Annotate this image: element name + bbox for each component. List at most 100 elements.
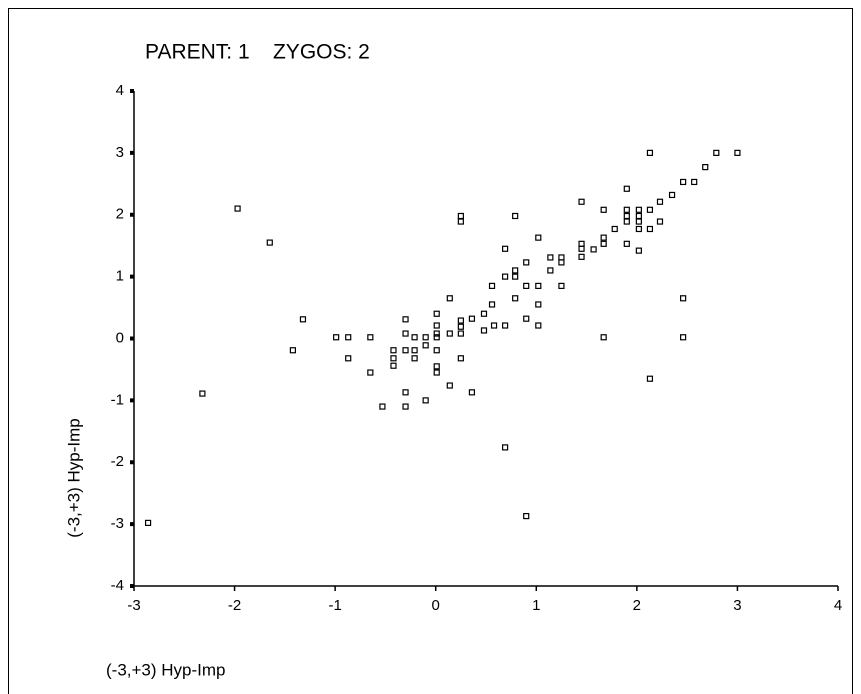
point bbox=[611, 225, 618, 233]
point bbox=[512, 273, 519, 280]
point bbox=[446, 295, 453, 302]
point bbox=[345, 355, 352, 362]
point bbox=[523, 512, 530, 520]
point bbox=[411, 347, 418, 354]
point bbox=[523, 315, 530, 322]
point bbox=[422, 334, 429, 341]
point bbox=[433, 363, 440, 370]
point bbox=[680, 178, 687, 186]
point bbox=[457, 212, 464, 220]
point bbox=[457, 218, 464, 225]
point bbox=[234, 205, 241, 212]
point bbox=[411, 334, 418, 341]
point bbox=[680, 334, 687, 341]
point bbox=[480, 310, 488, 317]
point bbox=[558, 259, 565, 266]
point bbox=[635, 247, 642, 254]
point bbox=[433, 334, 440, 341]
frame bbox=[8, 8, 853, 694]
point bbox=[502, 245, 509, 252]
point bbox=[488, 301, 496, 308]
point bbox=[623, 206, 630, 213]
x-tick-label: 1 bbox=[532, 597, 540, 614]
point bbox=[402, 330, 409, 337]
point bbox=[446, 330, 453, 337]
point bbox=[457, 330, 464, 337]
point bbox=[578, 198, 585, 205]
point bbox=[680, 295, 687, 302]
y-tick-label: -4 bbox=[111, 577, 124, 594]
point bbox=[390, 355, 397, 362]
point bbox=[333, 334, 340, 341]
point bbox=[600, 234, 607, 241]
point bbox=[578, 253, 585, 260]
point bbox=[512, 267, 519, 274]
point bbox=[691, 178, 698, 186]
point bbox=[600, 334, 607, 341]
point bbox=[433, 330, 440, 337]
point bbox=[600, 240, 607, 247]
point bbox=[547, 267, 554, 274]
point bbox=[402, 403, 409, 410]
point bbox=[668, 191, 676, 199]
point bbox=[390, 362, 397, 369]
point bbox=[702, 164, 709, 171]
point bbox=[490, 322, 498, 329]
x-tick-label: -3 bbox=[127, 597, 140, 614]
point bbox=[623, 218, 630, 225]
point bbox=[578, 245, 585, 252]
point bbox=[433, 347, 440, 354]
point bbox=[457, 317, 464, 324]
point bbox=[289, 347, 297, 354]
point bbox=[635, 206, 642, 213]
point bbox=[390, 347, 397, 354]
point bbox=[600, 206, 607, 213]
x-tick-label: 4 bbox=[834, 597, 842, 614]
point bbox=[367, 369, 374, 376]
point bbox=[411, 355, 418, 362]
point bbox=[535, 282, 542, 290]
point bbox=[590, 246, 597, 253]
point bbox=[646, 225, 654, 233]
y-tick-label: -3 bbox=[111, 515, 124, 532]
chart-title: PARENT: 1 ZYGOS: 2 bbox=[145, 41, 370, 64]
point bbox=[402, 389, 409, 396]
point bbox=[558, 282, 565, 290]
point bbox=[623, 240, 630, 247]
point bbox=[488, 282, 496, 290]
point bbox=[433, 322, 440, 329]
y-axis-label: (-3,+3) Hyp-Imp bbox=[64, 418, 83, 538]
point bbox=[402, 316, 409, 323]
point bbox=[635, 225, 642, 233]
point bbox=[367, 334, 374, 341]
point bbox=[523, 282, 530, 290]
point bbox=[345, 334, 352, 341]
point bbox=[422, 397, 429, 404]
point bbox=[558, 254, 565, 261]
point bbox=[535, 322, 542, 329]
point bbox=[635, 218, 642, 225]
point bbox=[266, 239, 273, 246]
y-tick-label: 4 bbox=[116, 82, 124, 99]
x-tick-label: 0 bbox=[432, 597, 440, 614]
point bbox=[144, 519, 152, 526]
point bbox=[480, 327, 488, 334]
point bbox=[523, 259, 530, 266]
point bbox=[547, 254, 554, 261]
y-tick-label: 0 bbox=[116, 329, 124, 346]
point bbox=[468, 315, 476, 322]
x-tick-label: 3 bbox=[733, 597, 741, 614]
point bbox=[446, 382, 453, 389]
point bbox=[646, 375, 654, 382]
point bbox=[734, 149, 741, 156]
y-tick-label: -2 bbox=[111, 453, 124, 470]
point bbox=[502, 322, 509, 329]
point bbox=[199, 390, 206, 397]
point bbox=[433, 310, 440, 317]
point bbox=[433, 369, 440, 376]
point bbox=[502, 444, 509, 451]
y-tick-label: 1 bbox=[116, 268, 124, 285]
point bbox=[299, 316, 307, 323]
point bbox=[502, 273, 509, 280]
